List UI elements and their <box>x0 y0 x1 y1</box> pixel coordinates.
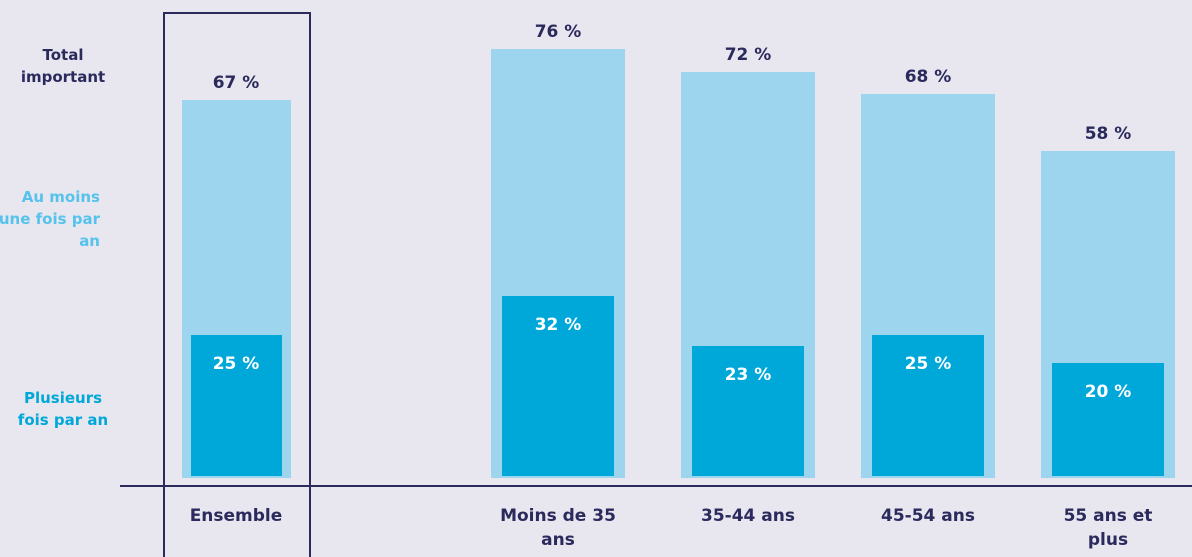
x-tick-label: 45-54 ans <box>881 506 975 526</box>
bar <box>1052 363 1164 476</box>
x-tick-label: Ensemble <box>189 506 283 526</box>
x-tick-label: 35-44 ans <box>701 506 795 526</box>
value-label: 23 % <box>724 365 772 386</box>
highlight-box <box>163 12 311 557</box>
value-label: 68 % <box>904 67 952 88</box>
bar <box>190 335 282 476</box>
baseline <box>120 485 1192 487</box>
value-label: 72 % <box>724 44 772 65</box>
legend-entry: Plusieurs fois par an <box>17 389 109 429</box>
bar <box>692 346 804 476</box>
value-label: 25 % <box>904 354 952 374</box>
value-label: 25 % <box>212 354 260 374</box>
bar <box>872 335 984 476</box>
x-tick-label: 55 ans et plus <box>1063 506 1153 550</box>
total-label: Total important <box>20 46 106 86</box>
x-tick-label: Moins de 35 ans <box>500 506 616 550</box>
value-label: 20 % <box>1084 382 1132 403</box>
value-label: 76 % <box>534 22 582 43</box>
bar <box>502 295 614 476</box>
value-label: 58 % <box>1084 123 1132 144</box>
value-label: 32 % <box>534 314 582 335</box>
legend-entry: Au moins une fois par an <box>0 188 100 250</box>
value-label: 67 % <box>212 73 260 94</box>
